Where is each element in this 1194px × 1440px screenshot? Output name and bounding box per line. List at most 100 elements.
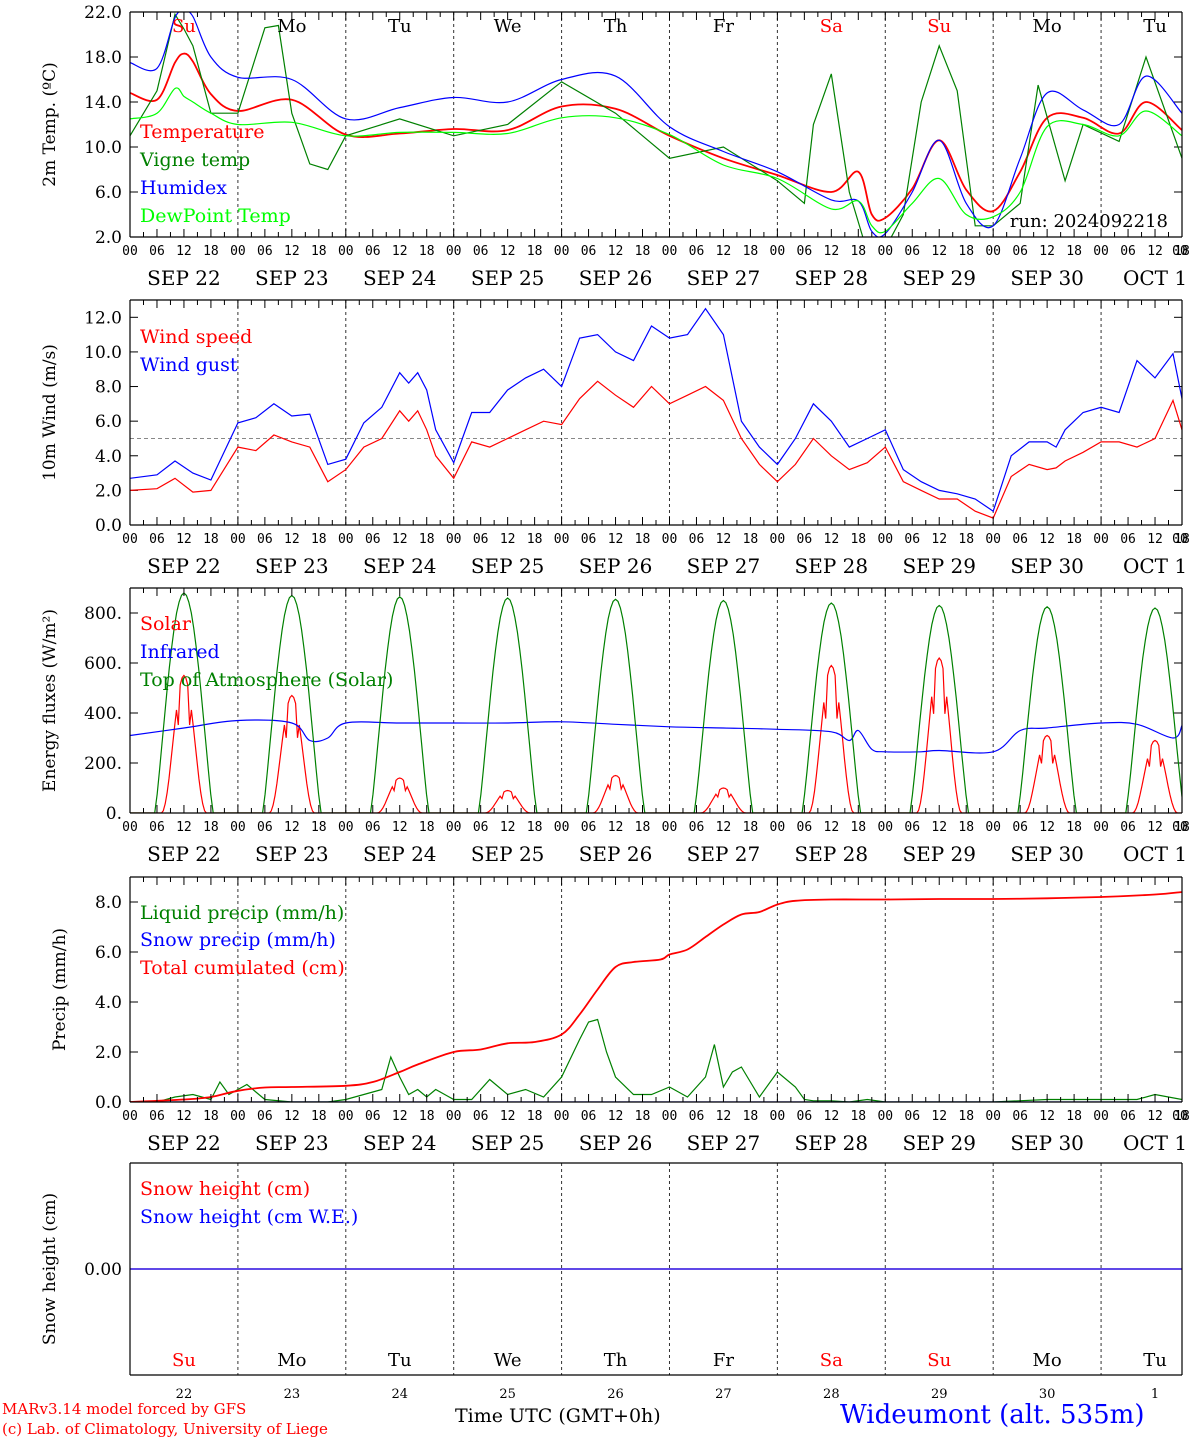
hour-tick-label: 12 [284,532,300,547]
date-label: SEP 22 [147,266,221,290]
date-label: SEP 30 [1010,842,1084,866]
hour-tick-label: 18 [743,244,759,259]
hour-tick-label: 06 [149,820,165,835]
weekday-label: Mo [1032,16,1061,37]
hour-tick-label: 12 [1147,532,1163,547]
date-label: SEP 24 [363,554,437,578]
y-tick-label: 6.0 [95,943,122,963]
hour-tick-label: 18 [1174,1109,1190,1124]
panel-5: 0.00 Snow height (cm) Snow height (cm) Snow… [40,1162,1183,1376]
hour-tick-label: 12 [1147,244,1163,259]
hour-tick-label: 06 [904,820,920,835]
bottom-day-number: 1 [1151,1387,1159,1402]
hour-tick-label: 12 [1039,1109,1055,1124]
bottom-day-number: 23 [284,1387,301,1402]
hour-tick-label: 18 [1066,1109,1082,1124]
y-tick-label: 8.0 [95,893,122,913]
date-label: SEP 22 [147,1131,221,1155]
hour-tick-label: 00 [1093,244,1109,259]
hour-tick-label: 00 [338,1109,354,1124]
date-label: OCT 1 [1123,266,1187,290]
date-label: SEP 24 [363,842,437,866]
date-label: SEP 25 [471,842,545,866]
hour-tick-label: 00 [230,244,246,259]
hour-tick-label: 00 [1172,244,1188,259]
hour-tick-label: 00 [985,532,1001,547]
legend-entry: Vigne temp [139,149,250,171]
y-tick-label: 2.0 [95,481,122,501]
hour-tick-label: 12 [716,244,732,259]
hour-tick-label: 12 [716,1109,732,1124]
hour-tick-label: 00 [122,532,138,547]
bottom-day-number: 26 [607,1387,624,1402]
date-label: SEP 30 [1010,1131,1084,1155]
bottom-weekday-label: Mo [277,1350,306,1371]
hour-tick-label: 12 [1039,244,1055,259]
hour-tick-label: 00 [554,820,570,835]
legend-entry: Temperature [140,121,264,143]
hour-tick-label: 12 [284,820,300,835]
hour-tick-label: 00 [1172,820,1188,835]
hour-tick-label: 06 [797,1109,813,1124]
hour-tick-label: 00 [554,532,570,547]
bottom-weekday-label: Tu [388,1350,412,1371]
hour-tick-label: 06 [797,532,813,547]
weekday-label: Mo [277,16,306,37]
series-line [130,52,1182,222]
hour-tick-label: 06 [149,1109,165,1124]
hour-tick-label: 12 [931,244,947,259]
weekday-label: We [494,16,522,37]
bottom-day-number: 30 [1039,1387,1056,1402]
hour-tick-label: 18 [743,532,759,547]
hour-tick-label: 12 [716,820,732,835]
y-tick-label: 6.0 [95,183,122,203]
legend-entry: Snow height (cm W.E.) [140,1206,358,1228]
hour-tick-label: 06 [473,244,489,259]
y-tick-label: 14.0 [84,93,122,113]
y-tick-label: 800. [84,604,122,624]
hour-tick-label: 18 [311,820,327,835]
hour-tick-label: 12 [931,820,947,835]
series-line [130,1018,1182,1102]
hour-tick-label: 00 [662,820,678,835]
hour-tick-label: 12 [608,244,624,259]
hour-tick-label: 18 [203,532,219,547]
hour-tick-label: 00 [122,244,138,259]
hour-tick-label: 06 [904,532,920,547]
hour-tick-label: 06 [797,244,813,259]
hour-tick-label: 00 [338,244,354,259]
hour-tick-label: 12 [1039,532,1055,547]
hour-tick-label: 18 [203,244,219,259]
bottom-weekday-label: Mo [1032,1350,1061,1371]
hour-tick-label: 06 [1012,1109,1028,1124]
model-credit: MARv3.14 model forced by GFS [2,1400,247,1418]
y-axis-label: Snow height (cm) [40,1193,60,1345]
hour-tick-label: 00 [770,244,786,259]
run-label: run: 2024092218 [1010,211,1168,232]
panel-1: 2.0 6.0 10.0 14.0 18.0 22.0 2m Temp. (ºC) 00 06 1… [40,3,1190,290]
date-label: SEP 23 [255,554,329,578]
hour-tick-label: 18 [1174,532,1190,547]
date-label: SEP 26 [579,266,653,290]
hour-tick-label: 06 [473,820,489,835]
hour-tick-label: 06 [473,1109,489,1124]
y-tick-label: 600. [84,654,122,674]
hour-tick-label: 18 [958,1109,974,1124]
bottom-weekday-label: Th [604,1350,628,1371]
series-line [130,891,1182,1102]
hour-tick-label: 00 [446,532,462,547]
date-label: SEP 26 [579,554,653,578]
y-tick-label: 0.0 [95,516,122,536]
hour-tick-label: 00 [877,244,893,259]
y-axis-label: Energy fluxes (W/m²) [40,609,60,792]
hour-tick-label: 12 [824,532,840,547]
hour-tick-label: 18 [311,532,327,547]
hour-tick-label: 12 [824,244,840,259]
date-label: SEP 24 [363,266,437,290]
hour-tick-label: 12 [284,1109,300,1124]
series-line [130,12,1182,237]
series-group [130,592,1182,813]
hour-tick-label: 12 [608,1109,624,1124]
hour-tick-label: 12 [931,1109,947,1124]
